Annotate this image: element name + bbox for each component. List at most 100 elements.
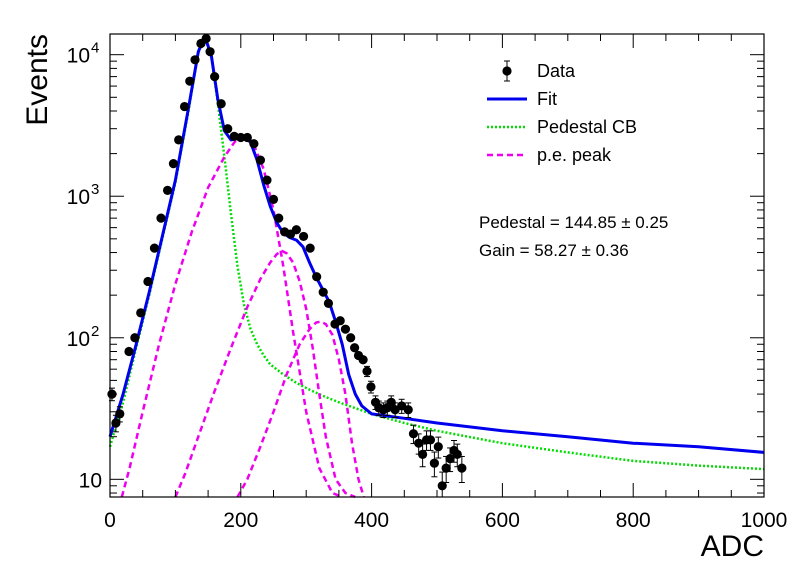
data-marker bbox=[149, 243, 160, 253]
data-marker bbox=[115, 409, 125, 419]
x-tick-label: 800 bbox=[616, 509, 651, 532]
y-tick-label: 10 bbox=[67, 45, 90, 68]
data-point bbox=[185, 76, 195, 86]
data-marker bbox=[386, 397, 396, 407]
data-marker bbox=[255, 155, 266, 165]
data-point bbox=[162, 185, 173, 195]
data-marker bbox=[249, 139, 259, 149]
data-point bbox=[323, 298, 334, 308]
curve-p-e-peak-2 bbox=[174, 249, 356, 499]
data-point bbox=[249, 139, 259, 149]
x-tick-label: 1000 bbox=[741, 509, 788, 532]
data-marker bbox=[185, 76, 195, 86]
data-point bbox=[210, 72, 220, 82]
data-marker bbox=[124, 346, 134, 357]
data-point bbox=[403, 402, 413, 418]
data-point bbox=[349, 343, 360, 353]
legend-label-pe-peak: p.e. peak bbox=[537, 145, 612, 165]
data-marker bbox=[223, 124, 233, 134]
data-point bbox=[298, 231, 309, 242]
data-point bbox=[216, 99, 226, 109]
data-point bbox=[242, 132, 252, 143]
data-point bbox=[143, 276, 153, 287]
data-point bbox=[291, 225, 301, 235]
data-point bbox=[115, 406, 125, 423]
data-point bbox=[268, 194, 279, 204]
data-marker bbox=[179, 101, 190, 112]
data-point bbox=[223, 124, 233, 134]
data-point bbox=[362, 365, 372, 378]
data-marker bbox=[340, 324, 351, 334]
data-point bbox=[190, 55, 200, 65]
data-marker bbox=[433, 442, 443, 452]
data-point bbox=[262, 175, 272, 185]
data-point bbox=[174, 135, 184, 145]
legend-entry-pedestal: Pedestal CB bbox=[487, 117, 637, 137]
data-point bbox=[236, 132, 246, 143]
legend-dot bbox=[502, 66, 512, 76]
data-point bbox=[149, 243, 160, 253]
y-tick-label: 10 bbox=[67, 186, 90, 209]
data-marker bbox=[437, 481, 447, 491]
x-tick-label: 0 bbox=[104, 509, 116, 532]
data-marker bbox=[216, 99, 226, 109]
data-point bbox=[124, 346, 134, 357]
data-point bbox=[429, 451, 439, 478]
data-point bbox=[418, 443, 428, 468]
data-point bbox=[414, 433, 424, 455]
data-marker bbox=[452, 449, 462, 459]
data-marker bbox=[366, 382, 376, 392]
data-marker bbox=[358, 355, 368, 365]
y-axis-label: Events bbox=[21, 34, 54, 126]
data-marker bbox=[168, 159, 179, 169]
data-points-layer bbox=[107, 33, 467, 498]
data-point bbox=[274, 213, 284, 223]
data-marker bbox=[408, 429, 419, 439]
data-marker bbox=[312, 272, 322, 282]
data-point bbox=[318, 287, 328, 297]
data-point bbox=[408, 424, 419, 445]
curve-p-e-peak-3 bbox=[236, 320, 365, 498]
y-tick-exponent: 4 bbox=[91, 40, 99, 57]
legend-label-fit: Fit bbox=[537, 89, 557, 109]
data-marker bbox=[205, 47, 215, 57]
data-point bbox=[205, 47, 215, 57]
data-marker bbox=[362, 366, 372, 376]
data-point bbox=[340, 324, 351, 334]
data-marker bbox=[274, 213, 284, 223]
data-point bbox=[346, 333, 356, 343]
data-marker bbox=[403, 405, 413, 415]
data-marker bbox=[441, 463, 451, 473]
data-point bbox=[179, 101, 190, 112]
data-marker bbox=[457, 463, 467, 473]
data-marker bbox=[174, 135, 184, 145]
data-marker bbox=[136, 308, 146, 318]
data-marker bbox=[291, 225, 301, 235]
data-point bbox=[433, 436, 443, 459]
data-point bbox=[201, 33, 211, 44]
data-point bbox=[366, 380, 376, 394]
legend-entry-fit: Fit bbox=[487, 89, 557, 109]
data-marker bbox=[130, 333, 140, 343]
data-marker bbox=[335, 316, 345, 326]
data-marker bbox=[349, 343, 360, 353]
data-marker bbox=[346, 333, 356, 343]
data-point bbox=[425, 430, 436, 451]
data-marker bbox=[298, 231, 309, 242]
legend-entry-data: Data bbox=[502, 60, 576, 82]
legend-entry-pe-peak: p.e. peak bbox=[487, 145, 612, 165]
data-point bbox=[156, 213, 166, 223]
data-marker bbox=[210, 72, 220, 82]
data-marker bbox=[111, 418, 121, 428]
y-tick-label: 10 bbox=[67, 328, 90, 351]
data-point bbox=[457, 455, 467, 484]
data-point bbox=[312, 272, 322, 282]
data-marker bbox=[425, 435, 436, 445]
data-point bbox=[130, 333, 140, 343]
data-marker bbox=[268, 194, 279, 204]
data-marker bbox=[262, 175, 272, 185]
